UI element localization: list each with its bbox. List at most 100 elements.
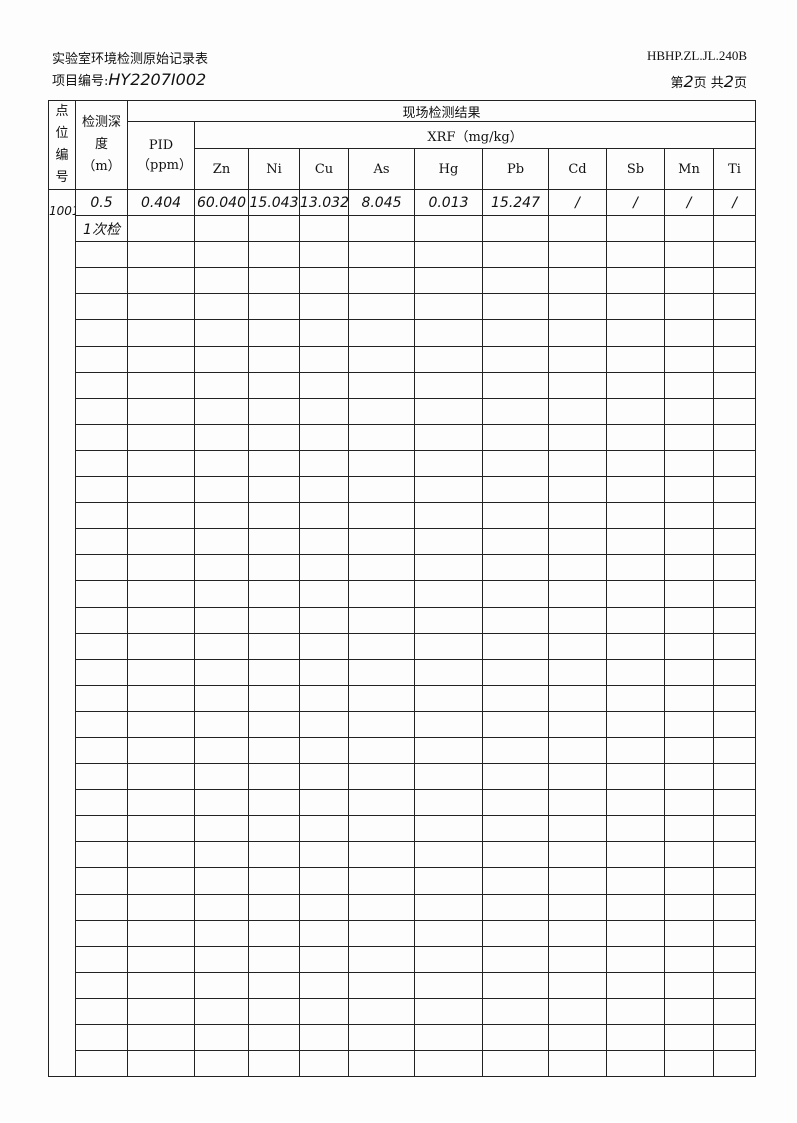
value-cell-ti — [712, 1050, 757, 1078]
value-cell-ti — [712, 997, 757, 1026]
value-cell-ni — [248, 528, 300, 556]
table-row — [49, 345, 757, 373]
value-cell-cu — [299, 736, 349, 765]
pid-cell — [127, 658, 195, 686]
value-cell-ni — [248, 293, 300, 321]
value-cell-zn — [194, 267, 249, 295]
value-cell-as: 8.045 — [348, 188, 415, 217]
value-cell-as — [348, 606, 415, 634]
element-header-sb: Sb — [606, 148, 665, 190]
value-cell-ti — [712, 449, 757, 478]
pid-cell — [127, 449, 195, 478]
value-cell-mn — [664, 1050, 714, 1078]
value-cell-pb — [482, 736, 549, 765]
value-cell-sb — [606, 319, 665, 347]
depth-cell — [75, 658, 128, 686]
value-cell-cd — [548, 371, 607, 399]
pid-cell — [127, 293, 195, 321]
element-header-cu: Cu — [299, 148, 349, 190]
value-cell-zn — [194, 684, 249, 712]
element-header-ti: Ti — [712, 148, 757, 190]
pid-cell — [127, 841, 195, 869]
value-cell-pb — [482, 971, 549, 999]
value-cell-cu — [299, 606, 349, 634]
depth-cell — [75, 397, 128, 425]
value-cell-ni — [248, 893, 300, 921]
value-cell-zn — [194, 502, 249, 530]
element-header-pb: Pb — [482, 148, 549, 190]
value-cell-ti — [712, 397, 757, 425]
table-row — [49, 763, 757, 791]
pid-cell — [127, 476, 195, 504]
table-row — [49, 893, 757, 921]
value-cell-mn — [664, 293, 714, 321]
value-cell-cu — [299, 789, 349, 817]
value-cell-hg — [414, 606, 483, 634]
value-cell-cd — [548, 971, 607, 999]
value-cell-cu — [299, 632, 349, 660]
value-cell-pb — [482, 502, 549, 530]
depth-cell — [75, 580, 128, 608]
value-cell-mn — [664, 606, 714, 634]
table-row: 10010.50.40460.04015.04313.0328.0450.013… — [48, 188, 757, 1078]
value-cell-ni — [248, 449, 300, 478]
value-cell-sb — [606, 606, 665, 634]
value-cell-mn — [664, 1023, 714, 1052]
value-cell-ni — [248, 215, 300, 243]
value-cell-pb — [482, 476, 549, 504]
value-cell-sb — [606, 997, 665, 1026]
value-cell-cu: 13.032 — [299, 188, 349, 217]
value-cell-pb — [482, 293, 549, 321]
value-cell-cu — [299, 815, 349, 843]
value-cell-hg — [414, 319, 483, 347]
depth-cell — [75, 267, 128, 295]
depth-cell — [75, 319, 128, 347]
value-cell-ti — [712, 684, 757, 712]
value-cell-ni — [248, 319, 300, 347]
value-cell-mn — [664, 371, 714, 399]
value-cell-hg — [414, 658, 483, 686]
value-cell-hg — [414, 815, 483, 843]
depth-cell — [75, 997, 128, 1026]
value-cell-hg — [414, 554, 483, 582]
value-cell-pb — [482, 267, 549, 295]
depth-cell: 0.5 — [75, 188, 128, 217]
table-row — [49, 371, 757, 399]
value-cell-as — [348, 971, 415, 999]
value-cell-pb — [482, 554, 549, 582]
table-row — [49, 997, 757, 1026]
depth-cell — [75, 449, 128, 478]
page-suffix: 页 — [733, 76, 747, 91]
value-cell-ni — [248, 971, 300, 999]
value-cell-zn — [194, 528, 249, 556]
value-cell-as — [348, 945, 415, 973]
value-cell-zn — [194, 1023, 249, 1052]
table-row — [49, 241, 757, 269]
value-cell-zn — [194, 449, 249, 478]
value-cell-zn — [194, 215, 249, 243]
pid-cell — [127, 632, 195, 660]
value-cell-pb — [482, 580, 549, 608]
value-cell-ni — [248, 815, 300, 843]
value-cell-as — [348, 1023, 415, 1052]
value-cell-hg — [414, 710, 483, 738]
value-cell-ni — [248, 241, 300, 269]
value-cell-sb — [606, 476, 665, 504]
value-cell-cu — [299, 580, 349, 608]
value-cell-ni — [248, 789, 300, 817]
results-table: 点位编号 检测深度（m） 现场检测结果 PID（ppm） XRF（mg/kg） … — [48, 100, 757, 1078]
value-cell-sb — [606, 423, 665, 451]
value-cell-ti — [712, 736, 757, 765]
depth-cell — [75, 736, 128, 765]
pid-cell — [127, 710, 195, 738]
value-cell-as — [348, 841, 415, 869]
value-cell-pb — [482, 319, 549, 347]
value-cell-zn — [194, 1050, 249, 1078]
value-cell-pb — [482, 763, 549, 791]
value-cell-cu — [299, 763, 349, 791]
value-cell-as — [348, 423, 415, 451]
pid-cell — [127, 1050, 195, 1078]
pid-cell — [127, 893, 195, 921]
value-cell-cd — [548, 658, 607, 686]
